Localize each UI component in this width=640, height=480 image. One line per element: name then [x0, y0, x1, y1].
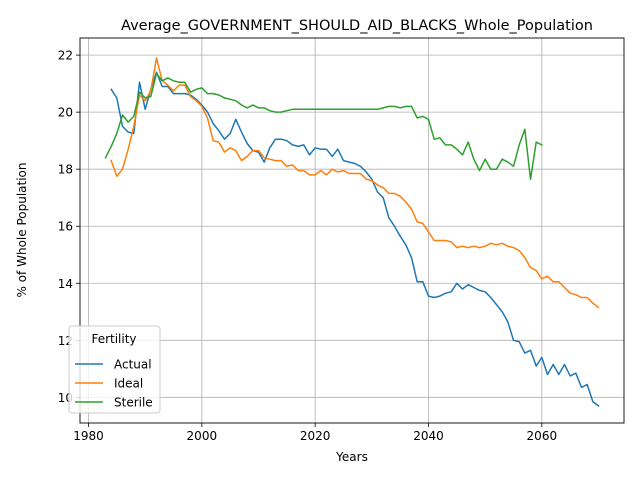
- y-tick-label: 14: [58, 277, 73, 291]
- y-tick-label: 16: [58, 220, 73, 234]
- y-tick-label: 18: [58, 163, 73, 177]
- legend-label-ideal: Ideal: [114, 377, 143, 391]
- x-tick-label: 2040: [413, 429, 444, 443]
- x-axis-label: Years: [335, 450, 368, 464]
- x-tick-label: 1980: [73, 429, 104, 443]
- y-axis-label: % of Whole Population: [15, 163, 29, 298]
- y-tick-label: 22: [58, 49, 73, 63]
- x-tick-label: 2020: [300, 429, 331, 443]
- legend-title: Fertility: [91, 332, 136, 346]
- y-tick-label: 20: [58, 106, 73, 120]
- x-tick-label: 2060: [527, 429, 558, 443]
- chart-title: Average_GOVERNMENT_SHOULD_AID_BLACKS_Who…: [121, 18, 593, 34]
- legend-label-actual: Actual: [114, 358, 152, 372]
- legend: Fertility Actual Ideal Sterile: [69, 326, 160, 413]
- legend-label-sterile: Sterile: [114, 396, 153, 410]
- x-tick-label: 2000: [187, 429, 218, 443]
